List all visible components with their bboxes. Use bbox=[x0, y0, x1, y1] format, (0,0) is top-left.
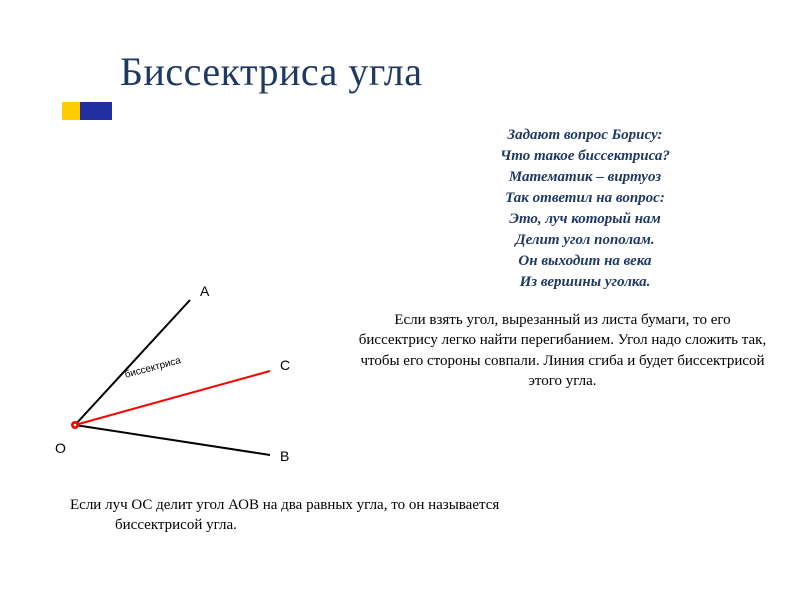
ray-ob bbox=[75, 425, 270, 455]
diagram-svg bbox=[45, 275, 345, 475]
poem-line: Из вершины уголка. bbox=[400, 272, 770, 293]
label-b: B bbox=[280, 448, 289, 464]
caption-line1: Если луч ОС делит угол АОВ на два равных… bbox=[70, 497, 499, 513]
angle-diagram: A B C O биссектриса bbox=[45, 275, 345, 465]
bisector-oc bbox=[75, 371, 270, 425]
poem-line: Так ответил на вопрос: bbox=[400, 188, 770, 209]
label-c: C bbox=[280, 357, 290, 373]
poem-line: Математик – виртуоз bbox=[400, 167, 770, 188]
poem-line: Делит угол пополам. bbox=[400, 230, 770, 251]
label-a: A bbox=[200, 283, 209, 299]
label-o: O bbox=[55, 440, 66, 456]
poem-line: Задают вопрос Борису: bbox=[400, 125, 770, 146]
accent-left-square bbox=[62, 102, 80, 120]
slide-title: Биссектриса угла bbox=[120, 48, 423, 95]
caption-line2: биссектрисой угла. bbox=[70, 515, 750, 535]
poem-line: Он выходит на века bbox=[400, 251, 770, 272]
poem-line: Что такое биссектриса? bbox=[400, 146, 770, 167]
accent-right-rect bbox=[80, 102, 112, 120]
explanation-paragraph: Если взять угол, вырезанный из листа бум… bbox=[355, 310, 770, 391]
poem-line: Это, луч который нам bbox=[400, 209, 770, 230]
vertex-marker-inner bbox=[74, 424, 77, 427]
title-accent-bar bbox=[62, 102, 112, 120]
definition-caption: Если луч ОС делит угол АОВ на два равных… bbox=[70, 495, 750, 536]
poem-block: Задают вопрос Борису: Что такое биссектр… bbox=[400, 125, 770, 293]
